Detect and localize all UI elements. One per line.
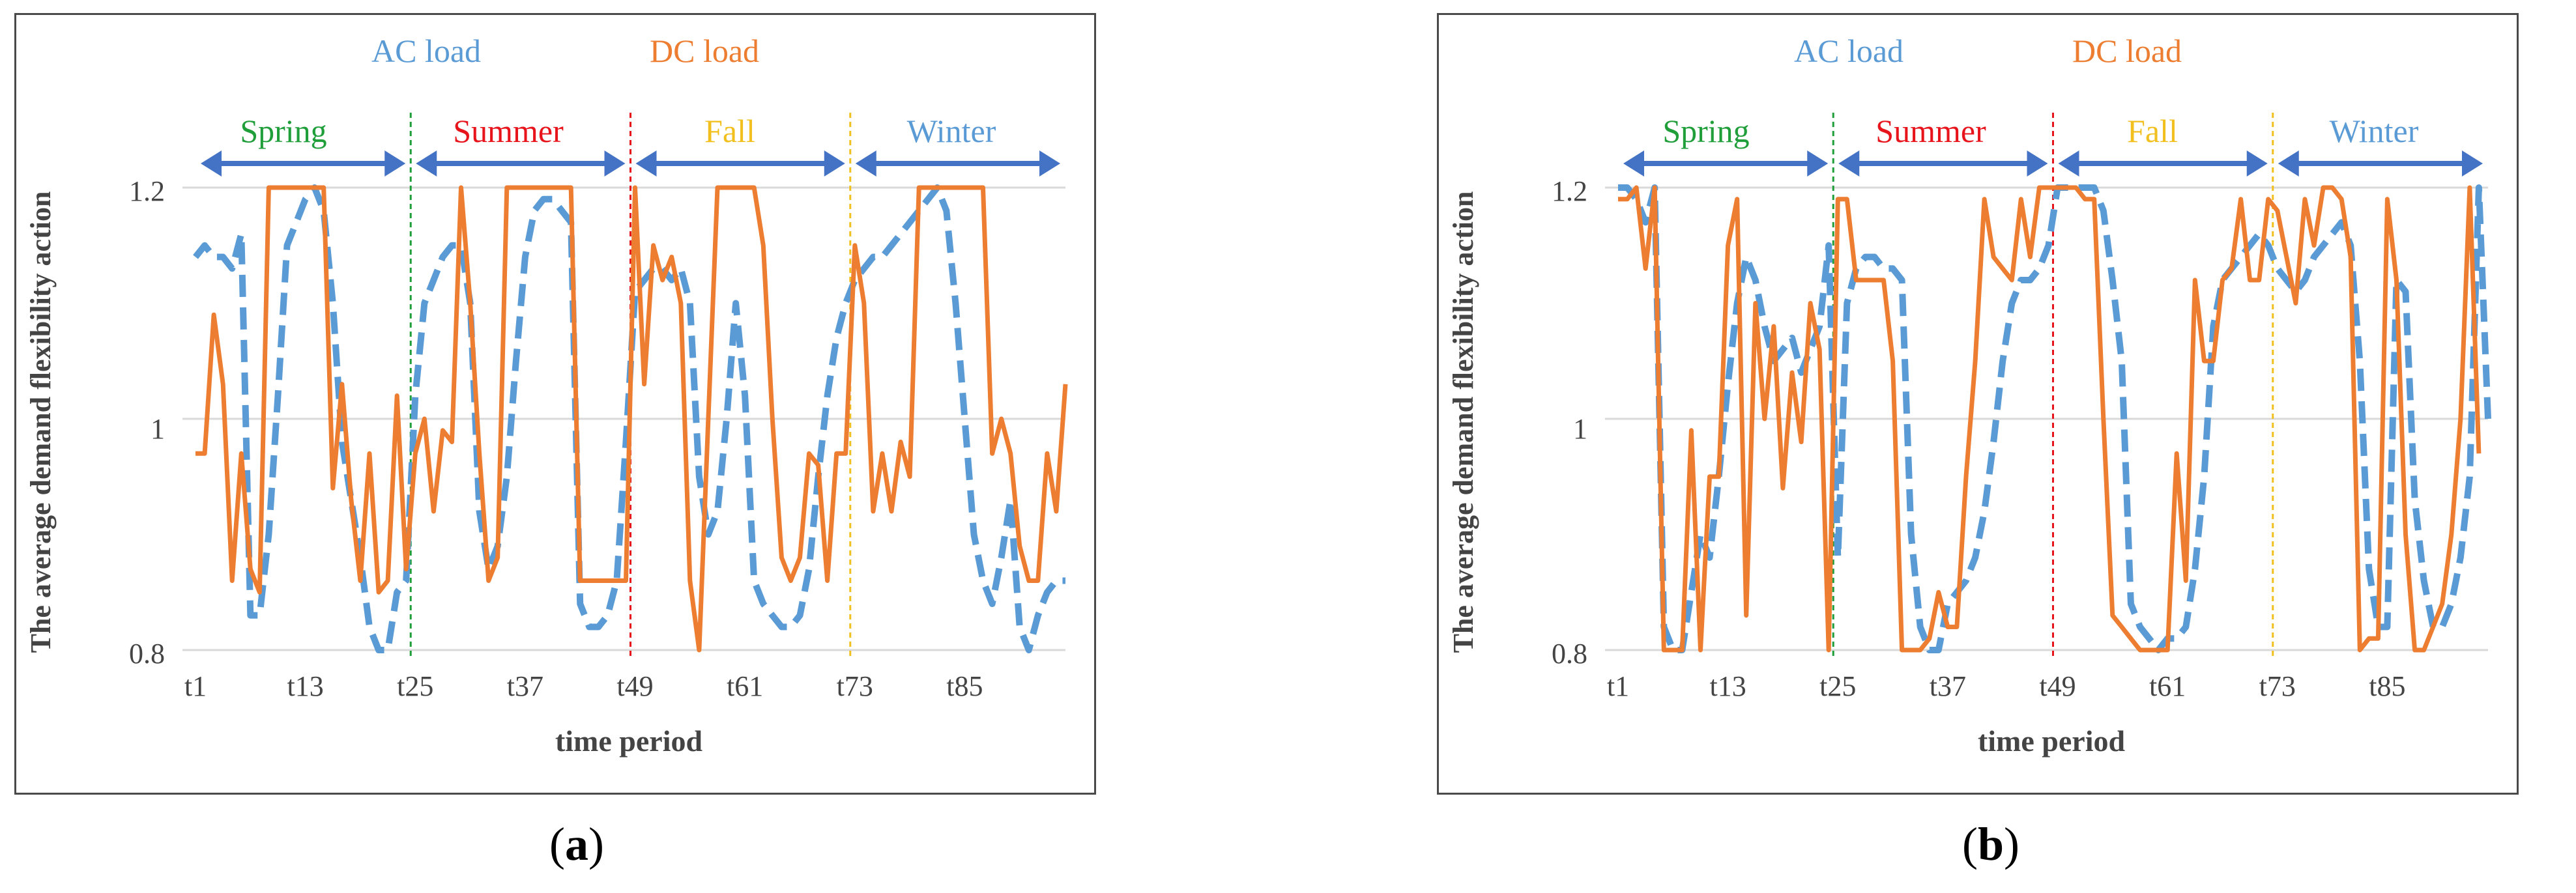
label-close-paren: )	[588, 818, 604, 870]
season-arrow-head	[1807, 150, 1829, 177]
y-tick-1-2: 1.2	[1552, 175, 1587, 207]
x-axis-label: time period	[555, 724, 703, 758]
x-tick-label: t37	[1930, 670, 1966, 702]
y-tick-1-2: 1.2	[129, 175, 165, 207]
season-label-summer: Summer	[1875, 113, 1986, 149]
legend-dc-label: DC load	[2072, 33, 2182, 69]
subfigure-label-b: (b)	[1926, 817, 2056, 872]
season-arrow-head	[1623, 150, 1644, 177]
legend-ac-label: AC load	[1794, 33, 1903, 69]
season-arrows	[1623, 150, 2483, 177]
x-tick-label: t13	[1710, 670, 1746, 702]
label-close-paren: )	[2004, 818, 2019, 870]
x-tick-label: t49	[616, 670, 653, 702]
plot-series	[1618, 184, 2491, 653]
plot-series	[193, 184, 1068, 653]
chart-b: AC load DC load Spring Summer Fall Winte…	[1447, 33, 2491, 758]
x-ticks: t1 t13 t25 t37 t49 t61 t73 t85	[1607, 670, 2406, 702]
x-tick-label: t61	[727, 670, 763, 702]
x-tick-label: t61	[2149, 670, 2186, 702]
season-arrow-head	[2246, 150, 2268, 177]
subfigure-label-a: (a)	[512, 817, 642, 872]
x-tick-label: t25	[1819, 670, 1856, 702]
season-arrow-head	[2278, 150, 2299, 177]
x-tick-label: t25	[397, 670, 433, 702]
season-arrows	[201, 150, 1060, 177]
season-label-spring: Spring	[1662, 113, 1749, 149]
season-label-fall: Fall	[704, 113, 755, 149]
y-tick-0-8: 0.8	[1552, 638, 1587, 670]
series-dc-load-line	[195, 185, 1068, 653]
season-arrow-head	[824, 150, 845, 177]
season-arrow-head	[855, 150, 876, 177]
y-tick-1: 1	[1573, 413, 1587, 445]
season-arrow-head	[384, 150, 406, 177]
chart-a: AC load DC load Spring Summer Fall Winte…	[25, 33, 1068, 758]
season-arrow-head	[2027, 150, 2048, 177]
chart-panel-b: AC load DC load Spring Summer Fall Winte…	[1437, 13, 2519, 795]
x-tick-label: t37	[507, 670, 543, 702]
x-ticks: t1 t13 t25 t37 t49 t61 t73 t85	[184, 670, 983, 702]
x-tick-label: t85	[2369, 670, 2405, 702]
x-tick-label: t1	[1607, 670, 1629, 702]
chart-panel-a: AC load DC load Spring Summer Fall Winte…	[14, 13, 1096, 795]
season-arrow-head	[604, 150, 626, 177]
legend-dc-label: DC load	[650, 33, 759, 69]
x-axis-label: time period	[1978, 724, 2126, 758]
label-letter: b	[1977, 818, 2004, 870]
y-axis-label: The average demand flexibility action	[25, 191, 57, 653]
season-arrow-head	[201, 150, 222, 177]
y-tick-0-8: 0.8	[129, 638, 165, 670]
legend-ac-label: AC load	[371, 33, 481, 69]
season-label-winter: Winter	[907, 113, 996, 149]
x-tick-label: t73	[2259, 670, 2296, 702]
x-tick-label: t49	[2039, 670, 2076, 702]
label-open-paren: (	[1961, 818, 1978, 870]
season-arrow-head	[2462, 150, 2483, 177]
season-arrow-head	[1838, 150, 1860, 177]
season-arrow-head	[635, 150, 657, 177]
series-ac-load-line	[1618, 184, 2491, 653]
label-letter: a	[565, 818, 588, 870]
x-tick-label: t13	[287, 670, 324, 702]
season-arrow-head	[1039, 150, 1060, 177]
x-tick-label: t1	[184, 670, 207, 702]
x-tick-label: t85	[946, 670, 983, 702]
season-label-winter: Winter	[2330, 113, 2419, 149]
season-label-summer: Summer	[453, 113, 564, 149]
label-open-paren: (	[549, 818, 565, 870]
series-dc-load-line	[1618, 185, 2482, 653]
season-arrow-head	[2058, 150, 2079, 177]
season-label-fall: Fall	[2127, 113, 2178, 149]
season-arrow-head	[416, 150, 437, 177]
season-label-spring: Spring	[240, 113, 326, 149]
y-axis-label: The average demand flexibility action	[1447, 191, 1479, 653]
x-tick-label: t73	[837, 670, 873, 702]
y-tick-1: 1	[151, 413, 165, 445]
